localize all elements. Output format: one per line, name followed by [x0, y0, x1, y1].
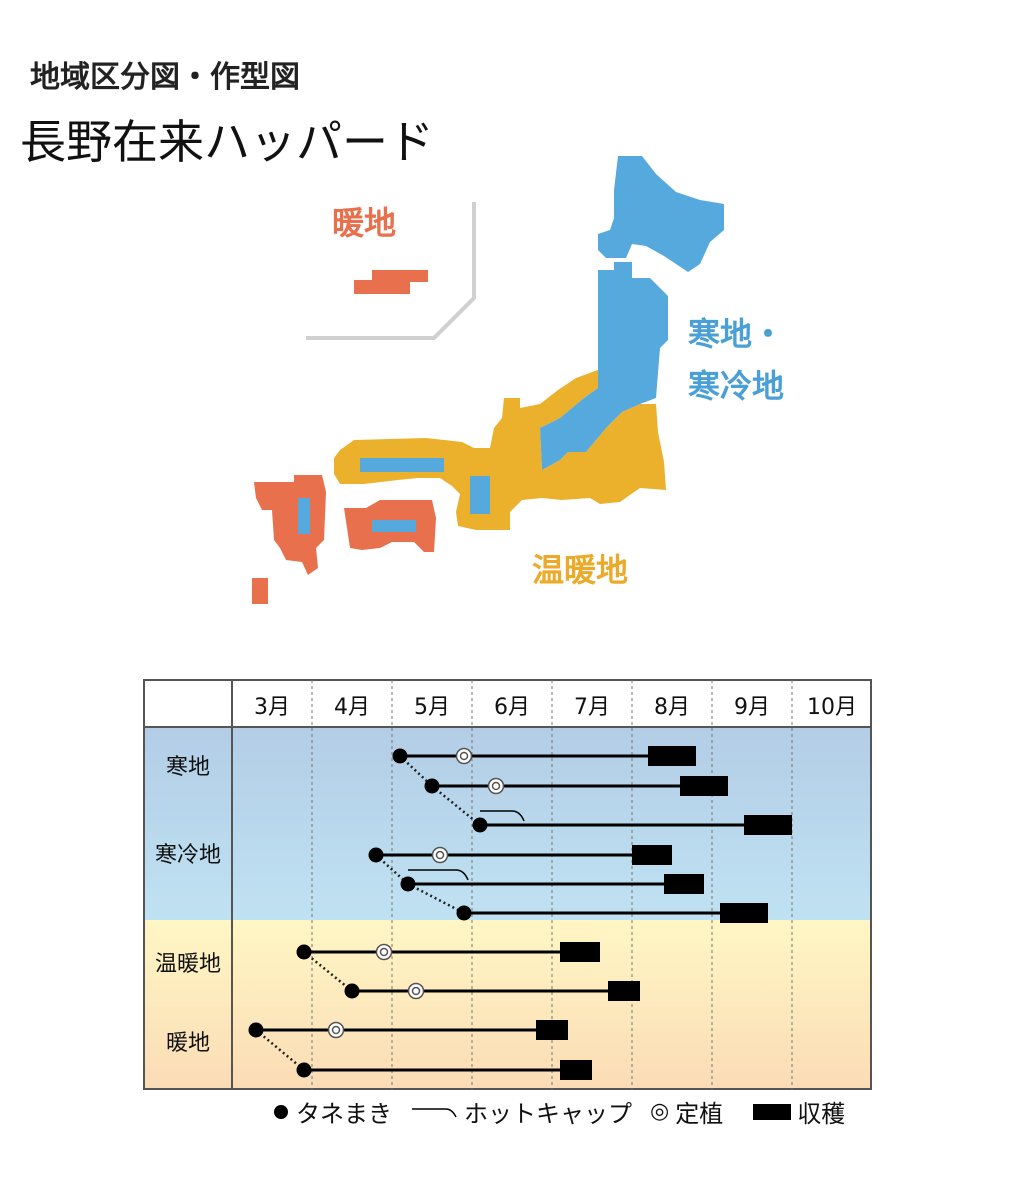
month-label: 9月: [734, 695, 770, 720]
honshu-warm-region: [334, 370, 666, 530]
legend-sow-icon: [274, 1104, 288, 1119]
transplant-ring-inner: [379, 947, 389, 957]
transplant-ring-inner: [491, 781, 501, 791]
hokkaido-region: [598, 156, 724, 272]
hotcap-mark: [480, 810, 525, 822]
header-row-bg: [144, 680, 871, 727]
sowing-dot: [248, 1022, 264, 1038]
transplant-ring-outer: [327, 1021, 345, 1039]
region-map: [252, 156, 724, 604]
harvest-bar: [560, 942, 600, 962]
month-label: 6月: [494, 695, 530, 720]
month-label: 8月: [654, 695, 690, 720]
harvest-bar: [560, 1060, 592, 1080]
sowing-link: [431, 785, 481, 826]
sowing-dot: [472, 817, 488, 833]
sowing-dot: [456, 905, 472, 921]
chart-frame: [143, 679, 872, 1090]
transplant-ring-outer: [375, 943, 393, 961]
shikoku-inner: [372, 520, 416, 532]
transplant-ring-outer: [431, 846, 449, 864]
region-label: 暖地: [166, 1031, 210, 1056]
legend-hotcap-label: ホットキャップ: [464, 1100, 632, 1128]
harvest-bar: [720, 903, 768, 923]
sowing-dot: [392, 748, 408, 764]
transplant-ring-outer: [455, 747, 473, 765]
harvest-bar: [664, 874, 704, 894]
legend-harvest-label: 収穫: [797, 1100, 846, 1128]
legend-transplant-label: 定植: [675, 1100, 724, 1128]
transplant-ring-inner: [411, 986, 421, 996]
harvest-bar: [648, 746, 696, 766]
map-label-onchi: 温暖地: [532, 551, 629, 589]
honshu-inner-west: [360, 458, 444, 472]
warm-region-band: [144, 920, 871, 1089]
legend-transplant-icon: ◎: [650, 1099, 670, 1124]
sowing-dot: [368, 847, 384, 863]
tohoku-region: [540, 262, 668, 470]
sowing-dot: [424, 778, 440, 794]
month-label: 5月: [414, 695, 450, 720]
region-label: 温暖地: [155, 952, 221, 977]
month-label: 4月: [334, 695, 370, 720]
hotcap-mark: [408, 869, 469, 881]
legend-sow-label: タネまき: [296, 1100, 392, 1128]
region-label: 寒地: [166, 755, 210, 780]
transplant-ring-inner: [435, 850, 445, 860]
transplant-ring-inner: [459, 751, 469, 761]
sowing-dot: [344, 983, 360, 999]
sowing-link: [407, 882, 465, 915]
sowing-dot: [296, 1062, 312, 1078]
page-heading: 地域区分図・作型図: [30, 60, 300, 95]
transplant-ring-inner: [331, 1025, 341, 1035]
harvest-bar: [536, 1020, 568, 1040]
sowing-dot: [296, 944, 312, 960]
kyushu-inner: [298, 498, 310, 534]
harvest-bar: [744, 815, 792, 835]
transplant-ring-outer: [487, 777, 505, 795]
southern-island: [252, 578, 268, 604]
transplant-ring-outer: [407, 982, 425, 1000]
legend-hotcap-icon: [412, 1107, 457, 1117]
legend-harvest-icon: [753, 1103, 792, 1120]
map-label-kanchi-line2: 寒冷地: [688, 367, 785, 405]
map-label-danchi: 暖地: [332, 204, 397, 242]
product-name: 長野在来ハッパード: [20, 115, 434, 169]
chart-legend: タネまき ホットキャップ ◎ 定植 収穫: [274, 1094, 845, 1129]
month-label: 7月: [574, 695, 610, 720]
okinawa-inset-frame: [306, 202, 476, 340]
region-label: 寒冷地: [155, 843, 221, 868]
sowing-dot: [400, 876, 416, 892]
harvest-bar: [680, 776, 728, 796]
map-label-kanchi-line1: 寒地・: [688, 315, 785, 353]
month-label: 3月: [254, 695, 290, 720]
sowing-link: [303, 951, 353, 992]
honshu-inner-central: [470, 476, 490, 514]
map-label-kanchi: 寒地・ 寒冷地: [688, 308, 784, 412]
sowing-link: [255, 1029, 305, 1071]
okinawa-region: [354, 270, 428, 294]
month-label: 10月: [807, 695, 857, 720]
harvest-bar: [632, 845, 672, 865]
harvest-bar: [608, 981, 640, 1001]
